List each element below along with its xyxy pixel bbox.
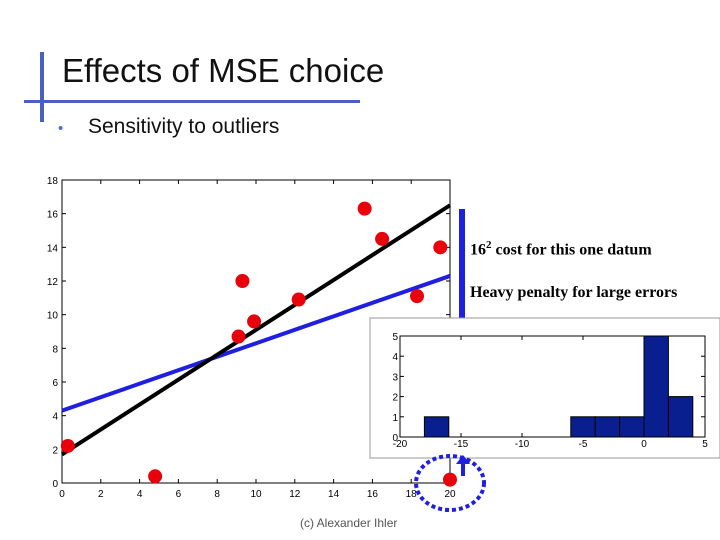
hist-y-tick-label: 1 — [392, 413, 398, 424]
fit-line-blue — [61, 274, 451, 413]
hist-x-tick-label: -10 — [515, 439, 530, 450]
residual-histogram: -20 -15 -10 -5 0 5 0 1 2 3 4 5 — [369, 317, 720, 459]
fit-line-black — [60, 203, 452, 457]
x-tick-label: 8 — [214, 489, 220, 500]
data-point — [433, 240, 448, 255]
x-tick-label: 10 — [250, 489, 262, 500]
histogram-bar — [594, 416, 621, 438]
cost-text: cost for this one datum — [495, 241, 652, 259]
arrow-head — [456, 455, 470, 464]
y-tick-label: 8 — [52, 344, 58, 355]
cost-base: 16 — [470, 241, 486, 259]
hist-x-tick-label: 0 — [641, 439, 647, 450]
hist-y-tick-label: 2 — [392, 393, 398, 404]
title-accent-horizontal-bar — [24, 100, 360, 103]
hist-y-tick-label: 4 — [392, 352, 398, 363]
histogram-bar — [667, 396, 694, 438]
y-tick-label: 14 — [47, 243, 59, 254]
x-tick-label: 12 — [289, 489, 301, 500]
hist-y-tick-label: 3 — [392, 372, 398, 383]
penalty-annotation: Heavy penalty for large errors — [470, 284, 678, 301]
data-point — [357, 201, 372, 216]
y-tick-label: 12 — [47, 277, 59, 288]
hist-y-tick-label: 5 — [392, 332, 398, 343]
histogram-bar — [643, 335, 669, 438]
x-tick-label: 4 — [137, 489, 143, 500]
data-point — [443, 472, 457, 487]
histogram-bar — [423, 416, 450, 438]
y-tick-label: 16 — [47, 210, 59, 221]
y-tick-label: 10 — [47, 311, 59, 322]
data-point — [231, 329, 246, 344]
bullet-dot-icon: • — [58, 120, 64, 137]
hist-y-tick-label: 0 — [392, 433, 398, 444]
data-point — [410, 289, 425, 304]
x-tick-label: 6 — [176, 489, 182, 500]
copyright-footer: (c) Alexander Ihler — [300, 516, 398, 530]
hist-x-tick-label: -20 — [393, 439, 408, 450]
histogram-frame — [399, 335, 706, 438]
cost-annotation: 162 cost for this one datum — [470, 239, 652, 259]
x-tick-label: 14 — [328, 489, 340, 500]
x-tick-label: 18 — [406, 489, 418, 500]
data-point — [60, 438, 75, 453]
cost-exponent: 2 — [486, 239, 492, 251]
x-tick-label: 20 — [444, 489, 456, 500]
y-tick-label: 6 — [52, 378, 58, 389]
title-accent-vertical-bar — [40, 52, 44, 122]
y-tick-label: 2 — [52, 445, 58, 456]
histogram-bar — [570, 416, 596, 438]
y-tick-label: 4 — [52, 412, 58, 423]
data-point — [148, 469, 163, 484]
slide-title: Effects of MSE choice — [62, 52, 385, 89]
y-tick-label: 18 — [47, 176, 59, 187]
y-tick-label: 0 — [52, 479, 58, 490]
hist-x-tick-label: -15 — [454, 439, 469, 450]
data-point — [235, 274, 250, 288]
data-point — [291, 292, 306, 307]
bullet-text: Sensitivity to outliers — [88, 115, 280, 138]
outlier-highlight-circle — [414, 454, 486, 512]
histogram-outlier-arrow — [456, 455, 470, 476]
x-tick-label: 16 — [367, 489, 379, 500]
hist-x-tick-label: -5 — [579, 439, 588, 450]
x-tick-label: 0 — [59, 489, 65, 500]
x-tick-label: 2 — [98, 489, 104, 500]
data-point — [375, 231, 390, 246]
data-point — [247, 314, 262, 329]
histogram-bar — [619, 416, 645, 438]
hist-x-tick-label: 5 — [702, 439, 708, 450]
